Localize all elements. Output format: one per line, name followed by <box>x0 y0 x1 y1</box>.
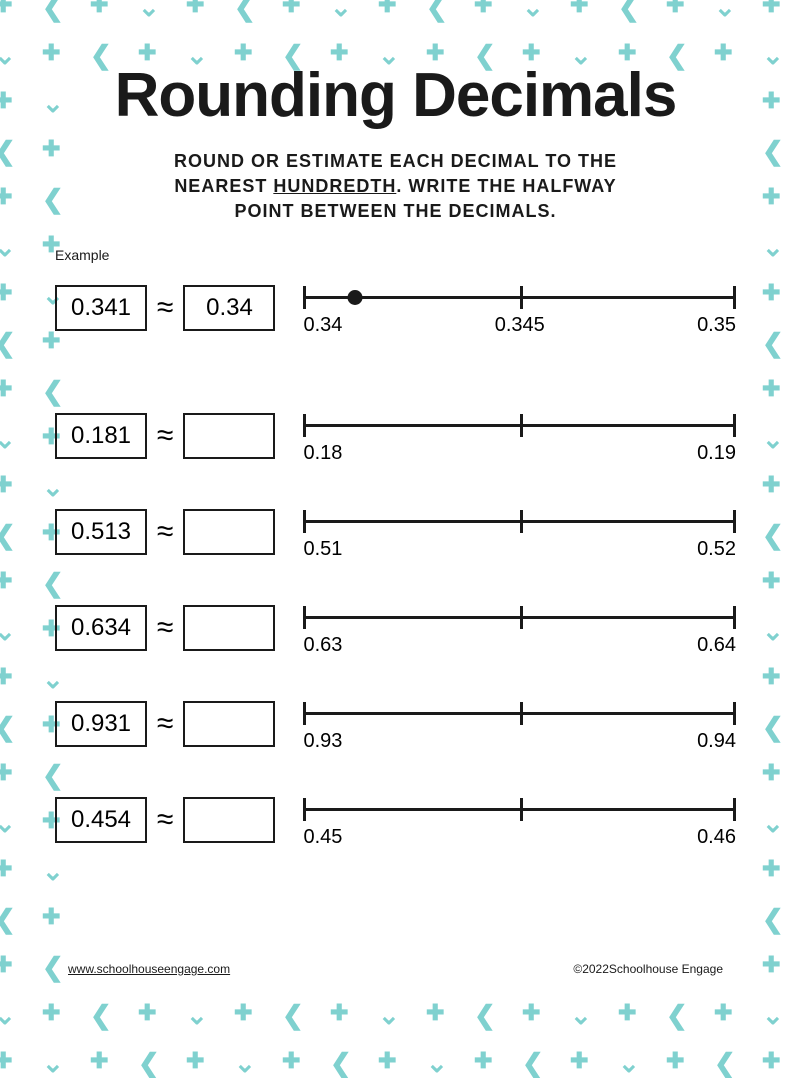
given-box: 0.634 <box>55 605 147 651</box>
answer-box[interactable] <box>183 413 275 459</box>
tick-mid <box>520 510 523 533</box>
approx-symbol: ≈ <box>157 803 173 837</box>
numberline: 0.18 0.19 <box>303 406 736 466</box>
problem-row: 0.454 ≈0.45 0.46 <box>55 781 736 859</box>
tick-right <box>733 798 736 821</box>
tick-right <box>733 702 736 725</box>
example-answer-box: 0.34 <box>183 285 275 331</box>
instruction-line2b: . WRITE THE HALFWAY <box>396 176 616 196</box>
label-right: 0.94 <box>697 730 736 753</box>
approx-symbol: ≈ <box>157 515 173 549</box>
instruction-line2a: NEAREST <box>174 176 273 196</box>
label-mid: 0.345 <box>495 314 545 337</box>
tick-left <box>303 510 306 533</box>
label-left: 0.18 <box>303 442 342 465</box>
tick-right <box>733 414 736 437</box>
answer-box[interactable] <box>183 797 275 843</box>
label-left: 0.93 <box>303 730 342 753</box>
problem-row: 0.513 ≈0.51 0.52 <box>55 493 736 571</box>
tick-mid <box>520 798 523 821</box>
problem-row: 0.181 ≈0.18 0.19 <box>55 397 736 475</box>
numberline: 0.45 0.46 <box>303 790 736 850</box>
label-right: 0.52 <box>697 538 736 561</box>
worksheet-content: Rounding Decimals ROUND OR ESTIMATE EACH… <box>55 55 736 969</box>
answer-box[interactable] <box>183 605 275 651</box>
example-numberline: 0.34 0.345 0.35 <box>303 278 736 338</box>
label-right: 0.64 <box>697 634 736 657</box>
numberline: 0.63 0.64 <box>303 598 736 658</box>
page-title: Rounding Decimals <box>55 60 736 131</box>
example-row: 0.341 ≈ 0.34 0.34 0.345 0.35 <box>55 269 736 347</box>
instructions-text: ROUND OR ESTIMATE EACH DECIMAL TO THE NE… <box>55 149 736 225</box>
given-box: 0.931 <box>55 701 147 747</box>
footer-copyright: ©2022Schoolhouse Engage <box>573 962 723 976</box>
tick-left <box>303 702 306 725</box>
label-left: 0.34 <box>303 314 342 337</box>
label-left: 0.63 <box>303 634 342 657</box>
approx-symbol: ≈ <box>157 291 173 325</box>
problem-row: 0.931 ≈0.93 0.94 <box>55 685 736 763</box>
instruction-line3: POINT BETWEEN THE DECIMALS. <box>234 201 556 221</box>
problem-row: 0.634 ≈0.63 0.64 <box>55 589 736 667</box>
label-left: 0.51 <box>303 538 342 561</box>
label-right: 0.19 <box>697 442 736 465</box>
tick-right <box>733 510 736 533</box>
answer-box[interactable] <box>183 509 275 555</box>
approx-symbol: ≈ <box>157 419 173 453</box>
label-right: 0.46 <box>697 826 736 849</box>
footer-url[interactable]: www.schoolhouseengage.com <box>68 962 230 976</box>
instruction-underlined: HUNDREDTH <box>273 176 396 196</box>
answer-box[interactable] <box>183 701 275 747</box>
given-box: 0.513 <box>55 509 147 555</box>
tick-mid <box>520 414 523 437</box>
tick-mid <box>520 702 523 725</box>
tick-mid <box>520 606 523 629</box>
tick-right <box>733 606 736 629</box>
numberline: 0.51 0.52 <box>303 502 736 562</box>
numberline: 0.93 0.94 <box>303 694 736 754</box>
label-right: 0.35 <box>697 314 736 337</box>
example-given-box: 0.341 <box>55 285 147 331</box>
tick-left <box>303 286 306 309</box>
tick-left <box>303 414 306 437</box>
tick-right <box>733 286 736 309</box>
approx-symbol: ≈ <box>157 611 173 645</box>
tick-mid <box>520 286 523 309</box>
tick-left <box>303 606 306 629</box>
given-box: 0.454 <box>55 797 147 843</box>
instruction-line1: ROUND OR ESTIMATE EACH DECIMAL TO THE <box>174 151 617 171</box>
problems-container: 0.341 ≈ 0.34 0.34 0.345 0.35 0.181≈0.180… <box>55 269 736 859</box>
approx-symbol: ≈ <box>157 707 173 741</box>
example-dot <box>348 290 363 305</box>
tick-left <box>303 798 306 821</box>
label-left: 0.45 <box>303 826 342 849</box>
example-label: Example <box>55 247 736 263</box>
given-box: 0.181 <box>55 413 147 459</box>
